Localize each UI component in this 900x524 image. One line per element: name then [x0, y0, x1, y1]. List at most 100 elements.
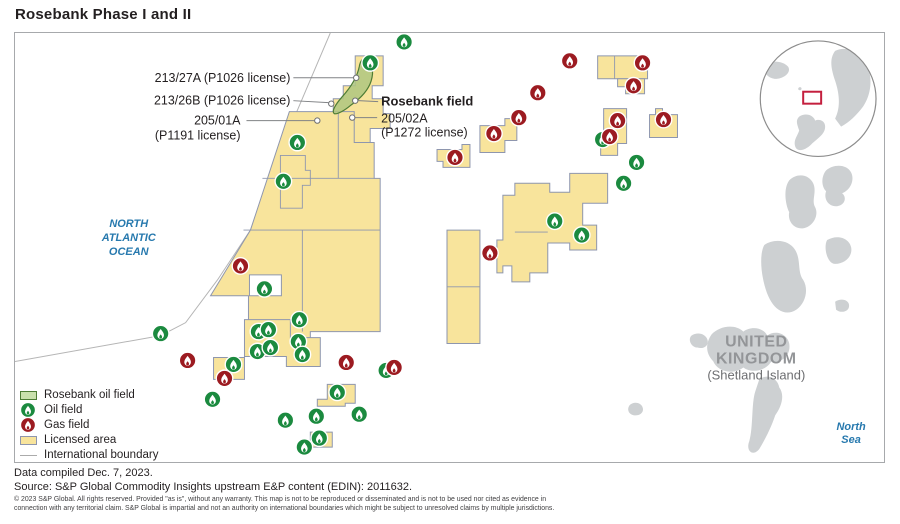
gas-field-marker — [608, 111, 627, 130]
gas-field-marker — [509, 108, 528, 127]
oil-field-marker — [295, 438, 314, 457]
gas-field-icon — [19, 416, 37, 434]
label-rosebank-field: Rosebank field — [381, 94, 473, 109]
callout-anchor-point — [352, 97, 359, 104]
label-united-kingdom-2: KINGDOM — [716, 350, 797, 367]
oil-field-marker — [288, 133, 307, 152]
legend-item-rosebank: Rosebank oil field — [19, 389, 158, 401]
label-north-atlantic-1: NORTH — [109, 218, 149, 230]
oil-field-marker — [627, 153, 646, 172]
label-united-kingdom-1: UNITED — [725, 334, 787, 351]
callout-anchor-point — [353, 74, 360, 81]
shetland-island-shape — [825, 237, 852, 264]
legend-label: Rosebank oil field — [44, 389, 135, 401]
gas-field-marker — [484, 124, 503, 143]
inset-map-land-group — [764, 48, 871, 151]
footer: Data compiled Dec. 7, 2023. Source: S&P … — [14, 467, 594, 513]
shetland-island-shape — [707, 326, 790, 372]
inset-land-shape — [798, 87, 802, 91]
gas-field-marker — [337, 353, 356, 372]
oil-field-marker — [203, 390, 222, 409]
copyright-note: © 2023 S&P Global. All rights reserved. … — [14, 496, 559, 513]
rosebank-oil-field-polygon — [332, 57, 374, 115]
legend-label: Oil field — [44, 404, 83, 416]
shetland-island-shape — [748, 376, 783, 453]
oil-field-marker — [276, 411, 295, 430]
label-north-sea-1: North — [836, 421, 866, 433]
oil-field-marker — [395, 33, 414, 51]
oil-field-marker — [572, 226, 591, 245]
callout-anchor-point — [328, 100, 335, 107]
callout-leader-line — [293, 100, 329, 104]
shetland-island-shape — [835, 299, 850, 312]
map: 213/27A (P1026 license) 213/26B (P1026 li… — [14, 32, 885, 463]
legend-label: Gas field — [44, 419, 90, 431]
legend-item-oil: Oil field — [19, 401, 158, 419]
label-205-01A: 205/01A — [194, 114, 241, 128]
oil-field-marker — [307, 407, 326, 426]
shetland-island-shape — [822, 165, 853, 207]
legend-item-boundary: International boundary — [19, 449, 158, 461]
oil-field-marker — [259, 320, 278, 339]
legend-item-gas: Gas field — [19, 416, 158, 434]
oil-field-marker — [255, 279, 274, 298]
gas-field-marker — [624, 76, 643, 95]
oil-field-marker — [545, 212, 564, 231]
label-205-02A-license: (P1272 license) — [381, 126, 468, 140]
international-boundary-swatch — [19, 454, 37, 456]
label-213-26B: 213/26B (P1026 license) — [154, 94, 290, 108]
legend: Rosebank oil field Oil field Gas field L… — [19, 389, 158, 464]
oil-field-marker — [274, 172, 293, 191]
map-svg: 213/27A (P1026 license) 213/26B (P1026 li… — [15, 33, 877, 457]
gas-field-marker — [178, 351, 197, 370]
oil-field-marker — [293, 345, 312, 364]
page-title: Rosebank Phase I and II — [15, 6, 192, 23]
licensed-area-swatch — [19, 435, 37, 445]
gas-field-marker — [385, 358, 404, 377]
shetland-island-shape — [628, 402, 644, 416]
label-shetland-island: (Shetland Island) — [707, 367, 805, 382]
gas-field-marker — [480, 244, 499, 262]
inset-land-shape — [831, 48, 871, 127]
gas-field-marker — [633, 53, 652, 72]
label-north-sea-2: Sea — [841, 434, 861, 446]
gas-field-marker — [446, 148, 464, 167]
callout-leader-line — [358, 100, 379, 103]
label-north-atlantic-2: ATLANTIC — [101, 232, 157, 244]
legend-label: International boundary — [44, 449, 159, 461]
gas-field-marker — [654, 110, 673, 129]
label-205-01A-license: (P1191 license) — [155, 129, 241, 143]
oil-field-marker — [614, 174, 633, 193]
inset-map-circle — [759, 40, 877, 158]
label-205-02A: 205/02A — [381, 112, 428, 126]
legend-label: Licensed area — [44, 434, 117, 446]
oil-field-marker — [361, 53, 380, 72]
source-note: Source: S&P Global Commodity Insights up… — [14, 480, 413, 493]
callout-anchor-point — [349, 114, 356, 121]
shetland-island-shape — [689, 333, 708, 349]
gas-field-marker — [231, 256, 250, 275]
oil-field-marker — [310, 429, 329, 448]
callout-anchor-point — [314, 117, 321, 124]
label-north-atlantic-3: OCEAN — [109, 246, 150, 258]
inset-location-rect — [802, 90, 823, 105]
gas-field-marker — [528, 83, 547, 102]
copyright-line-2: connection with any territorial claim. S… — [14, 504, 555, 512]
rosebank-field-swatch — [19, 390, 37, 400]
shetland-island-shape — [785, 175, 817, 229]
oil-field-marker — [261, 338, 280, 357]
label-213-27A: 213/27A (P1026 license) — [155, 71, 291, 85]
gas-field-marker — [600, 127, 619, 146]
oil-field-marker — [151, 324, 170, 343]
legend-item-licensed: Licensed area — [19, 434, 158, 446]
data-compiled-note: Data compiled Dec. 7, 2023. — [14, 467, 153, 479]
inset-land-shape — [794, 114, 826, 151]
gas-field-marker — [215, 369, 234, 388]
license-block-line — [279, 154, 311, 209]
copyright-line-1: © 2023 S&P Global. All rights reserved. … — [14, 496, 547, 503]
oil-field-marker — [350, 405, 369, 424]
oil-field-marker — [290, 310, 309, 329]
shetland-island-shape — [761, 240, 807, 313]
gas-field-marker — [560, 51, 579, 70]
